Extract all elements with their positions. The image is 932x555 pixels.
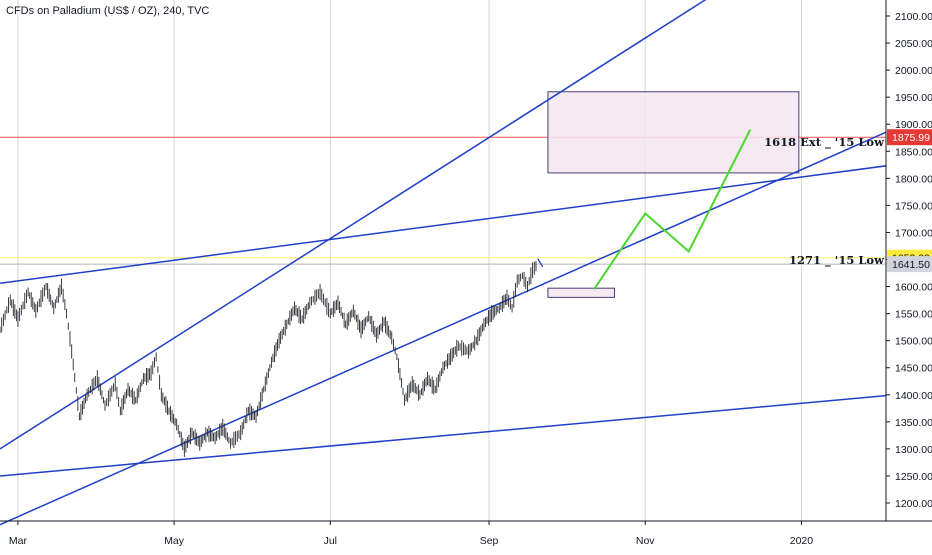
y-tick-label: 1300.00 bbox=[895, 444, 932, 456]
price-tag-box-2 bbox=[887, 256, 932, 273]
annotation-label-0: 1618 Ext _ '15 Low bbox=[764, 135, 885, 150]
target-zone bbox=[547, 91, 800, 174]
y-tick-label: 1600.00 bbox=[895, 282, 932, 294]
x-tick-label: 2020 bbox=[790, 535, 814, 547]
y-tick-label: 1750.00 bbox=[895, 200, 932, 212]
grid-layer bbox=[17, 0, 802, 521]
projection-path bbox=[593, 129, 752, 290]
y-tick-label: 1200.00 bbox=[895, 498, 932, 510]
y-tick-label: 1450.00 bbox=[895, 363, 932, 375]
y-tick-label: 1850.00 bbox=[895, 146, 932, 158]
chart-title: CFDs on Palladium (US$ / OZ), 240, TVC bbox=[6, 5, 209, 17]
price-series-layer bbox=[0, 258, 544, 458]
y-tick-label: 1250.00 bbox=[895, 471, 932, 483]
y-tick-label: 1500.00 bbox=[895, 336, 932, 348]
x-tick-label: Sep bbox=[480, 535, 499, 547]
x-tick-label: May bbox=[164, 535, 185, 547]
annotation-layer: 1618 Ext _ '15 Low 1271 _ '15 Low bbox=[764, 135, 885, 268]
y-tick-label: 2000.00 bbox=[895, 65, 932, 77]
trend-line-3 bbox=[0, 390, 932, 477]
price-tag-box-0 bbox=[887, 129, 932, 146]
projection-layer bbox=[593, 129, 752, 290]
y-tick-label: 1350.00 bbox=[895, 417, 932, 429]
y-tick-label: 1900.00 bbox=[895, 119, 932, 131]
price-tag-label-2: 1641.50 bbox=[892, 259, 930, 271]
y-tick-label: 1400.00 bbox=[895, 390, 932, 402]
trend-line-layer bbox=[0, 0, 932, 526]
y-tick-label: 2050.00 bbox=[895, 38, 932, 50]
y-tick-label: 2100.00 bbox=[895, 11, 932, 23]
x-tick-label: Mar bbox=[9, 535, 28, 547]
price-tag-label-0: 1875.99 bbox=[892, 132, 930, 144]
annotation-label-1: 1271 _ '15 Low bbox=[789, 253, 885, 268]
zone-layer bbox=[547, 91, 800, 298]
y-tick-label: 1950.00 bbox=[895, 92, 932, 104]
y-tick-label: 1550.00 bbox=[895, 309, 932, 321]
x-tick-label: Jul bbox=[324, 535, 337, 547]
entry-zone bbox=[547, 287, 616, 298]
y-tick-label: 1800.00 bbox=[895, 173, 932, 185]
trend-line-0 bbox=[0, 0, 707, 450]
trend-line-2 bbox=[0, 158, 932, 285]
price-scale-background bbox=[886, 0, 932, 550]
y-tick-label: 1700.00 bbox=[895, 227, 932, 239]
last-price-stroke bbox=[537, 258, 544, 268]
x-tick-label: Nov bbox=[636, 535, 655, 547]
